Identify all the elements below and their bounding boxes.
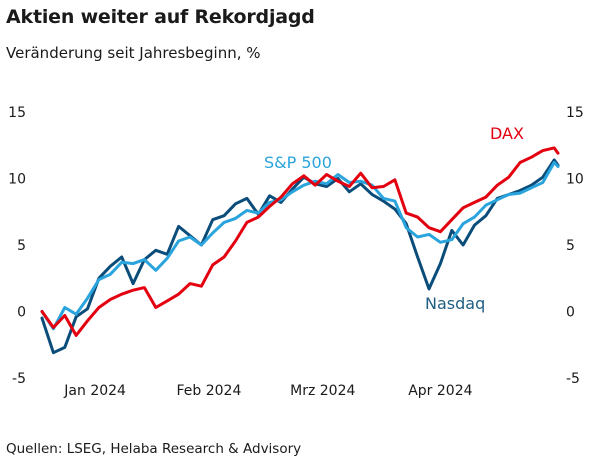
y-tick-label-right: 15 <box>566 105 584 121</box>
y-tick-label-left: 5 <box>17 238 26 254</box>
x-axis: Jan 2024 Feb 2024 Mrz 2024 Apr 2024 <box>63 383 472 399</box>
y-tick-label-left: -5 <box>12 371 26 387</box>
y-axis-right: -5 0 5 10 15 <box>566 105 584 387</box>
series-label-dax: DAX <box>490 124 524 143</box>
series-label-s-p-500: S&P 500 <box>264 153 332 172</box>
y-tick-label-right: -5 <box>566 371 580 387</box>
x-tick-label: Feb 2024 <box>177 383 242 399</box>
series-line-dax <box>40 146 560 337</box>
chart-title: Aktien weiter auf Rekordjagd <box>6 6 315 28</box>
chart-subtitle: Veränderung seit Jahresbeginn, % <box>6 44 261 62</box>
y-axis-left: -5 0 5 10 15 <box>8 105 26 387</box>
x-tick-label: Apr 2024 <box>408 383 472 399</box>
series-lines <box>40 146 560 355</box>
y-tick-label-right: 10 <box>566 172 584 188</box>
y-tick-label-right: 5 <box>566 238 575 254</box>
y-tick-label-left: 0 <box>17 305 26 321</box>
x-tick-label: Mrz 2024 <box>290 383 355 399</box>
series-labels: DAX S&P 500 Nasdaq <box>264 124 524 313</box>
series-label-nasdaq: Nasdaq <box>425 294 485 313</box>
y-tick-label-left: 10 <box>8 172 26 188</box>
series-line-s-p-500 <box>40 161 560 331</box>
y-tick-label-right: 0 <box>566 305 575 321</box>
source-note: Quellen: LSEG, Helaba Research & Advisor… <box>6 441 302 457</box>
y-tick-label-left: 15 <box>8 105 26 121</box>
x-tick-label: Jan 2024 <box>63 383 126 399</box>
